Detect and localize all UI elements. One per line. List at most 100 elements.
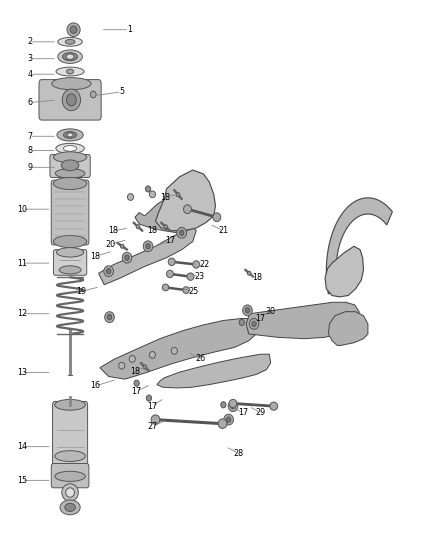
Ellipse shape — [64, 146, 77, 151]
Ellipse shape — [64, 132, 77, 138]
Ellipse shape — [70, 26, 77, 34]
Ellipse shape — [193, 261, 200, 268]
Text: 14: 14 — [17, 442, 27, 451]
Polygon shape — [325, 246, 364, 297]
Ellipse shape — [66, 54, 74, 59]
Ellipse shape — [136, 225, 140, 229]
Text: 17: 17 — [165, 236, 175, 245]
Text: 25: 25 — [188, 287, 199, 296]
Ellipse shape — [247, 271, 251, 275]
Text: 18: 18 — [148, 226, 157, 235]
Ellipse shape — [143, 365, 147, 369]
Ellipse shape — [67, 23, 80, 36]
Polygon shape — [326, 198, 392, 294]
Text: 4: 4 — [27, 70, 32, 79]
Text: 20: 20 — [105, 240, 116, 249]
Text: 22: 22 — [200, 260, 210, 269]
Text: 23: 23 — [194, 272, 205, 281]
Ellipse shape — [149, 351, 155, 358]
Ellipse shape — [180, 230, 184, 236]
Ellipse shape — [151, 415, 160, 424]
Ellipse shape — [55, 168, 85, 178]
Ellipse shape — [58, 37, 82, 46]
Ellipse shape — [143, 241, 153, 252]
Ellipse shape — [105, 312, 114, 322]
Ellipse shape — [65, 39, 75, 44]
Ellipse shape — [104, 266, 113, 277]
Polygon shape — [100, 318, 261, 379]
Text: 18: 18 — [130, 367, 140, 376]
Text: 18: 18 — [108, 226, 118, 235]
Polygon shape — [155, 170, 215, 231]
Ellipse shape — [55, 399, 85, 410]
Ellipse shape — [55, 451, 85, 462]
Ellipse shape — [162, 284, 169, 291]
Ellipse shape — [168, 258, 175, 265]
Ellipse shape — [171, 348, 177, 354]
Ellipse shape — [231, 403, 235, 409]
Text: 6: 6 — [27, 98, 32, 107]
Text: 30: 30 — [266, 307, 276, 316]
Ellipse shape — [226, 417, 231, 422]
Ellipse shape — [64, 146, 77, 151]
Ellipse shape — [59, 266, 81, 274]
Ellipse shape — [91, 91, 96, 98]
Text: 28: 28 — [233, 449, 244, 458]
Text: 3: 3 — [27, 54, 32, 63]
Ellipse shape — [125, 255, 129, 261]
Text: 13: 13 — [17, 368, 27, 377]
Text: 2: 2 — [27, 37, 32, 46]
Text: 17: 17 — [255, 314, 266, 323]
Ellipse shape — [57, 129, 83, 141]
Ellipse shape — [245, 308, 250, 313]
Ellipse shape — [53, 236, 87, 248]
Ellipse shape — [224, 414, 233, 425]
Ellipse shape — [270, 402, 278, 410]
Ellipse shape — [221, 402, 226, 408]
Ellipse shape — [106, 269, 111, 274]
Text: 17: 17 — [238, 408, 248, 417]
FancyBboxPatch shape — [51, 464, 89, 488]
Ellipse shape — [243, 305, 252, 316]
Ellipse shape — [129, 356, 135, 362]
Text: 10: 10 — [17, 205, 27, 214]
Ellipse shape — [249, 318, 259, 329]
Ellipse shape — [122, 252, 132, 263]
Ellipse shape — [149, 191, 155, 198]
Ellipse shape — [57, 248, 84, 257]
FancyBboxPatch shape — [53, 249, 87, 275]
Ellipse shape — [61, 160, 79, 171]
Text: 26: 26 — [195, 354, 206, 364]
Ellipse shape — [67, 133, 73, 137]
Ellipse shape — [166, 270, 173, 278]
Text: 11: 11 — [17, 259, 27, 268]
Ellipse shape — [58, 50, 82, 63]
Ellipse shape — [183, 287, 189, 294]
Polygon shape — [328, 312, 368, 345]
Ellipse shape — [55, 471, 85, 481]
Ellipse shape — [53, 152, 87, 163]
Text: 8: 8 — [27, 146, 32, 155]
Ellipse shape — [120, 244, 124, 248]
Text: 18: 18 — [161, 192, 170, 201]
Ellipse shape — [63, 53, 78, 61]
Ellipse shape — [67, 69, 74, 74]
Ellipse shape — [65, 503, 75, 511]
Text: 9: 9 — [27, 163, 32, 172]
Ellipse shape — [213, 213, 221, 222]
Polygon shape — [246, 302, 359, 338]
Text: 19: 19 — [76, 287, 86, 296]
Ellipse shape — [53, 177, 87, 190]
Ellipse shape — [164, 225, 167, 229]
Text: 5: 5 — [119, 87, 124, 96]
Polygon shape — [99, 226, 196, 285]
Text: 18: 18 — [91, 252, 100, 261]
Ellipse shape — [252, 321, 256, 327]
Text: 16: 16 — [91, 382, 100, 390]
Polygon shape — [135, 190, 204, 233]
Ellipse shape — [60, 500, 80, 515]
Ellipse shape — [146, 244, 150, 249]
Text: 1: 1 — [127, 25, 132, 34]
Ellipse shape — [127, 193, 134, 200]
Ellipse shape — [187, 273, 194, 280]
